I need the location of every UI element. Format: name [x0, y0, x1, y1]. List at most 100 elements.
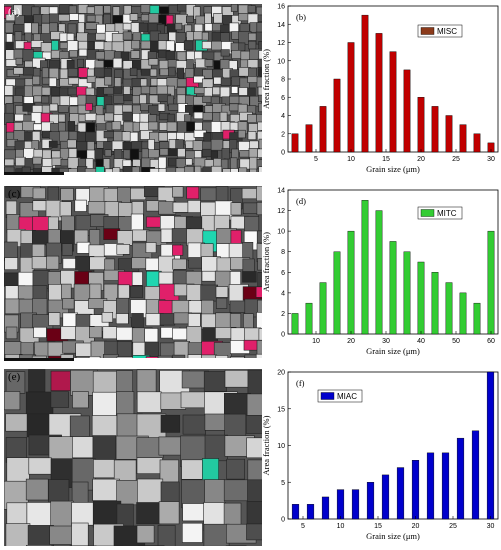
grain [15, 156, 26, 167]
grain [89, 256, 107, 271]
legend-label: MISC [437, 27, 457, 36]
grain [257, 86, 262, 96]
grain [19, 354, 37, 358]
y-tick-label: 4 [281, 290, 285, 297]
grain [220, 49, 230, 57]
grain [58, 14, 71, 22]
grain [140, 78, 148, 87]
chart-f: 5 10 15 20 25 30 0 5 10 15 20 Grain size (μm) Area f… [261, 366, 501, 550]
grain [116, 341, 133, 358]
bar [381, 474, 390, 520]
grain [136, 525, 155, 544]
grain [136, 502, 162, 525]
grain [242, 258, 255, 274]
grain [247, 114, 257, 123]
grain [131, 201, 144, 216]
bar [403, 251, 411, 335]
x-tick-label: 50 [452, 338, 460, 345]
y-tick-label: 0 [281, 517, 285, 524]
grain [144, 341, 159, 358]
bar [417, 261, 425, 335]
grain [219, 86, 231, 98]
grain [123, 149, 131, 160]
grain [229, 95, 240, 104]
grain [5, 326, 18, 340]
grain [51, 167, 65, 172]
x-tick-label: 20 [347, 338, 355, 345]
grain [5, 78, 16, 87]
bar [291, 313, 299, 335]
grain [202, 112, 213, 121]
grain [4, 166, 15, 172]
grain [131, 166, 140, 172]
grain [112, 167, 121, 172]
x-tick-label: 10 [347, 156, 355, 163]
grain [48, 77, 57, 87]
grain [75, 342, 92, 358]
x-tick-label: 20 [417, 156, 425, 163]
grain [258, 102, 262, 113]
grain [71, 481, 89, 505]
grain [246, 523, 262, 541]
grain [187, 313, 201, 327]
grain [220, 77, 232, 86]
grain [59, 201, 72, 218]
grain [122, 111, 132, 121]
grain [32, 67, 41, 77]
grain [221, 148, 230, 160]
grain [256, 114, 262, 128]
grain [230, 4, 238, 12]
legend-label: MIAC [337, 392, 357, 401]
y-tick-label: 4 [281, 113, 285, 120]
grain [148, 149, 160, 159]
grain [230, 157, 238, 170]
grain [58, 167, 72, 172]
grain [256, 159, 262, 169]
grain [229, 300, 247, 313]
grain [148, 121, 159, 131]
grain [200, 243, 214, 258]
grain [202, 166, 215, 172]
grain [187, 200, 201, 213]
grain [145, 242, 157, 253]
grain [50, 391, 69, 408]
y-axis-title: Area fraction (%) [261, 232, 271, 292]
grain [5, 58, 18, 67]
grain [257, 14, 262, 22]
grain [88, 356, 101, 358]
grain [95, 166, 105, 172]
grain [129, 67, 138, 76]
x-tick-label: 30 [382, 338, 390, 345]
grain [21, 166, 31, 172]
grain [4, 158, 15, 166]
grain [182, 414, 207, 435]
bar [403, 69, 411, 153]
grain [15, 57, 23, 65]
grain [149, 168, 160, 172]
grain [104, 149, 112, 157]
grain [67, 121, 75, 131]
grain [22, 48, 34, 63]
grain [249, 156, 258, 170]
grain [256, 22, 262, 36]
grain [138, 22, 149, 33]
grain [89, 326, 103, 339]
grain [32, 75, 41, 85]
grain [215, 286, 229, 298]
grain [230, 202, 242, 216]
y-tick-label: 10 [277, 229, 285, 236]
grain [50, 370, 71, 392]
grain [247, 5, 256, 13]
grain [32, 156, 42, 165]
grain [237, 129, 246, 139]
legend-label: MITC [437, 209, 457, 218]
grain [255, 353, 262, 358]
scale-bar-a [4, 172, 64, 175]
x-tick-label: 40 [417, 338, 425, 345]
grain [116, 244, 131, 255]
grain [257, 121, 262, 131]
grain [5, 103, 14, 115]
y-tick-label: 2 [281, 131, 285, 138]
grain [186, 15, 194, 23]
